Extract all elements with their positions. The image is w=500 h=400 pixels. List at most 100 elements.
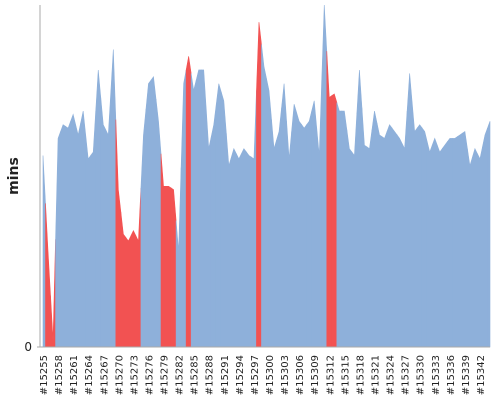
area-segment bbox=[477, 146, 483, 348]
area-segment bbox=[306, 110, 313, 348]
area-segment bbox=[361, 107, 368, 348]
area-segment bbox=[42, 155, 46, 348]
x-tick-label: #15324 bbox=[386, 355, 397, 395]
area-segment bbox=[130, 230, 137, 348]
area-segment bbox=[457, 132, 463, 348]
area-segment bbox=[487, 121, 491, 348]
area-segment bbox=[326, 51, 333, 348]
area-segment bbox=[391, 127, 398, 348]
area-segment bbox=[226, 133, 232, 348]
area-segment bbox=[421, 127, 428, 348]
area-segment bbox=[125, 235, 132, 348]
y-axis-label: mins bbox=[6, 157, 22, 195]
area-segment bbox=[376, 122, 383, 348]
area-segment bbox=[411, 102, 418, 348]
area-segment bbox=[256, 22, 262, 348]
x-tick-label: #15261 bbox=[69, 355, 80, 395]
area-segment bbox=[165, 185, 172, 348]
area-segment bbox=[462, 131, 468, 348]
area-segment bbox=[261, 44, 267, 348]
area-segment bbox=[251, 90, 257, 348]
area-segment bbox=[246, 151, 252, 348]
area-segment bbox=[366, 129, 373, 348]
area-segment bbox=[85, 134, 92, 348]
x-tick-label: #15333 bbox=[431, 355, 442, 395]
area-segment bbox=[90, 111, 97, 348]
area-segment bbox=[210, 104, 217, 348]
area-segment bbox=[431, 137, 438, 348]
area-segment bbox=[175, 167, 182, 348]
area-segment bbox=[406, 73, 413, 348]
area-segment bbox=[65, 121, 71, 348]
x-tick-label: #15279 bbox=[160, 355, 171, 395]
area-segment bbox=[341, 110, 348, 348]
area-segment bbox=[80, 110, 86, 348]
area-segment bbox=[241, 148, 247, 348]
x-tick-label: #15282 bbox=[175, 355, 186, 395]
area-segment bbox=[140, 109, 147, 348]
area-segment bbox=[115, 119, 122, 348]
x-tick-label: #15306 bbox=[295, 355, 306, 395]
area-segment bbox=[145, 79, 152, 348]
area-segment bbox=[215, 83, 222, 348]
area-segment bbox=[321, 4, 328, 348]
area-segment bbox=[50, 239, 56, 348]
area-segment bbox=[60, 124, 66, 348]
x-tick-label: #15297 bbox=[250, 355, 261, 395]
area-segment bbox=[231, 147, 237, 348]
area-segment bbox=[155, 99, 162, 348]
x-tick-label: #15312 bbox=[325, 355, 336, 395]
x-tick-label: #15273 bbox=[129, 355, 140, 395]
area-segment bbox=[441, 140, 448, 348]
x-tick-label: #15276 bbox=[144, 355, 155, 395]
area-segment bbox=[346, 129, 353, 348]
area-segment bbox=[105, 92, 112, 348]
area-segment bbox=[200, 69, 207, 348]
area-segment bbox=[416, 124, 423, 348]
area-segment bbox=[70, 113, 76, 348]
area-segment bbox=[180, 69, 187, 348]
area-segment bbox=[401, 111, 408, 348]
x-tick-label: #15318 bbox=[355, 355, 366, 395]
x-tick-label: #15300 bbox=[265, 355, 276, 395]
area-segment bbox=[336, 102, 343, 348]
x-tick-label: #15327 bbox=[401, 355, 412, 395]
area-segment bbox=[426, 141, 433, 348]
area-segment bbox=[110, 49, 117, 348]
area-segment bbox=[296, 112, 302, 348]
area-segment bbox=[396, 134, 403, 348]
x-tick-label: #15315 bbox=[340, 355, 351, 395]
area-segment bbox=[371, 110, 378, 348]
area-segment bbox=[291, 104, 297, 348]
y-tick-label: 0 bbox=[24, 340, 32, 354]
area-segment bbox=[271, 119, 277, 348]
area-segment bbox=[301, 123, 307, 348]
x-tick-label: #15303 bbox=[280, 355, 291, 395]
area-segment bbox=[467, 148, 473, 348]
area-segment bbox=[236, 153, 242, 348]
x-tick-label: #15264 bbox=[84, 355, 95, 395]
area-segment bbox=[190, 73, 197, 348]
x-tick-label: #15270 bbox=[114, 355, 125, 395]
area-segment bbox=[195, 69, 202, 348]
area-segment bbox=[316, 80, 323, 348]
area-segment bbox=[120, 211, 127, 348]
area-segment bbox=[220, 92, 227, 348]
x-tick-label: #15258 bbox=[54, 355, 65, 395]
x-tick-label: #15291 bbox=[220, 355, 231, 395]
area-segment bbox=[45, 203, 51, 348]
x-tick-label: #15288 bbox=[205, 355, 216, 395]
area-segment bbox=[95, 69, 102, 348]
x-tick-label: #15330 bbox=[416, 355, 427, 395]
area-segment bbox=[452, 136, 458, 348]
x-tick-label: #15294 bbox=[235, 355, 246, 395]
x-tick-label: #15336 bbox=[446, 355, 457, 395]
area-segment bbox=[447, 138, 453, 348]
x-tick-label: #15255 bbox=[39, 355, 50, 395]
area-segment bbox=[150, 76, 157, 348]
area-segment bbox=[135, 187, 142, 348]
x-tick-label: #15321 bbox=[370, 355, 381, 395]
x-tick-label: #15342 bbox=[476, 355, 487, 395]
area-segment bbox=[472, 147, 478, 348]
